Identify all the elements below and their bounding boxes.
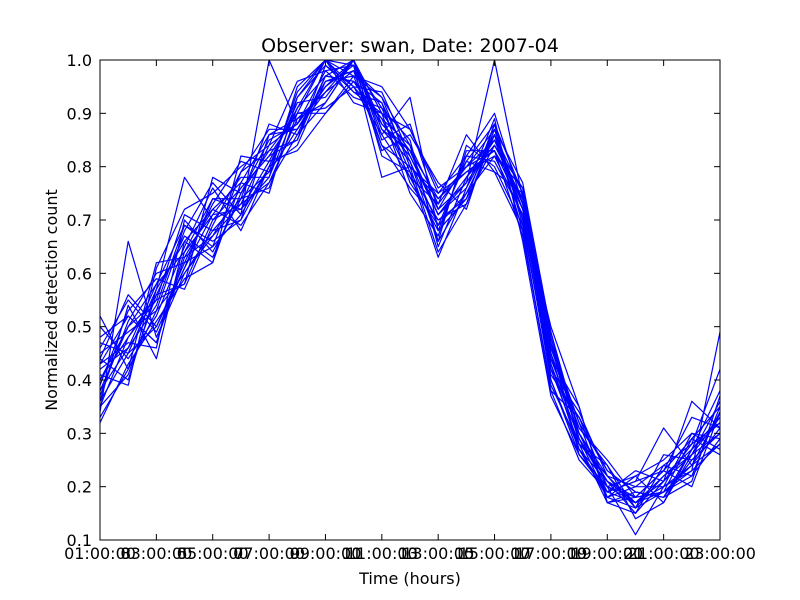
y-tick-label: 1.0 [67, 51, 92, 70]
y-axis: 0.1 0.2 0.3 0.4 0.5 0.6 0.7 0.8 0.9 1.0 [67, 51, 720, 550]
x-tick-label: 01:00:00 [64, 544, 136, 563]
y-tick-label: 0.6 [67, 264, 92, 283]
x-tick-label: 23:00:00 [684, 544, 756, 563]
y-tick-label: 0.1 [67, 531, 92, 550]
series-line-23 [100, 80, 720, 509]
chart-title: Observer: swan, Date: 2007-04 [261, 35, 559, 57]
x-tick-label-overlap: 19 [567, 544, 587, 563]
x-tick-label: 15:00:00 [459, 544, 531, 563]
y-tick-label: 0.9 [67, 104, 92, 123]
plot-area-frame [99, 59, 721, 541]
x-tick-label: 11:00:00 [346, 544, 418, 563]
series-line-14 [100, 60, 720, 509]
y-tick-label: 0.8 [67, 158, 92, 177]
y-tick-label: 0.5 [67, 318, 92, 337]
series-line-10 [100, 64, 720, 498]
x-tick-label: 21:00:00 [628, 544, 700, 563]
y-tick-label: 0.7 [67, 211, 92, 230]
x-tick-label-overlap: 17 [511, 544, 531, 563]
x-tick-label-overlap: 11 [341, 544, 361, 563]
x-tick-label-overlap: 21 [623, 544, 643, 563]
x-tick-label-overlap: 9 [290, 544, 300, 563]
x-tick-label-overlap: 13 [398, 544, 418, 563]
x-tick-label: 03:00:00 [120, 544, 192, 563]
series-line-25 [100, 64, 720, 504]
x-axis-label: Time (hours) [358, 569, 461, 588]
x-tick-label-overlap: 15 [454, 544, 474, 563]
y-tick-label: 0.3 [67, 424, 92, 443]
x-axis: 01:00:0003:00:0005:00:0007:00:0009:00:00… [64, 60, 756, 563]
x-tick-label-overlap: 3 [121, 544, 131, 563]
y-tick-label: 0.2 [67, 478, 92, 497]
y-axis-label: Normalized detection count [42, 189, 61, 411]
x-tick-label-overlap: 7 [234, 544, 244, 563]
x-tick-label: 19:00:00 [571, 544, 643, 563]
x-tick-label: 05:00:00 [177, 544, 249, 563]
x-tick-label: 13:00:00 [402, 544, 474, 563]
x-tick-label-overlap: 5 [177, 544, 187, 563]
series-line-18 [100, 60, 720, 498]
x-tick-label: 17:00:00 [515, 544, 587, 563]
series-line-22 [100, 60, 720, 504]
series-line-6 [100, 60, 720, 514]
y-tick-label: 0.4 [67, 371, 92, 390]
series-line-13 [100, 86, 720, 504]
series-lines [100, 60, 720, 536]
series-line-21 [100, 64, 720, 493]
x-tick-label: 07:00:00 [233, 544, 305, 563]
series-line-24 [100, 60, 720, 504]
x-tick-label: 09:00:00 [290, 544, 362, 563]
